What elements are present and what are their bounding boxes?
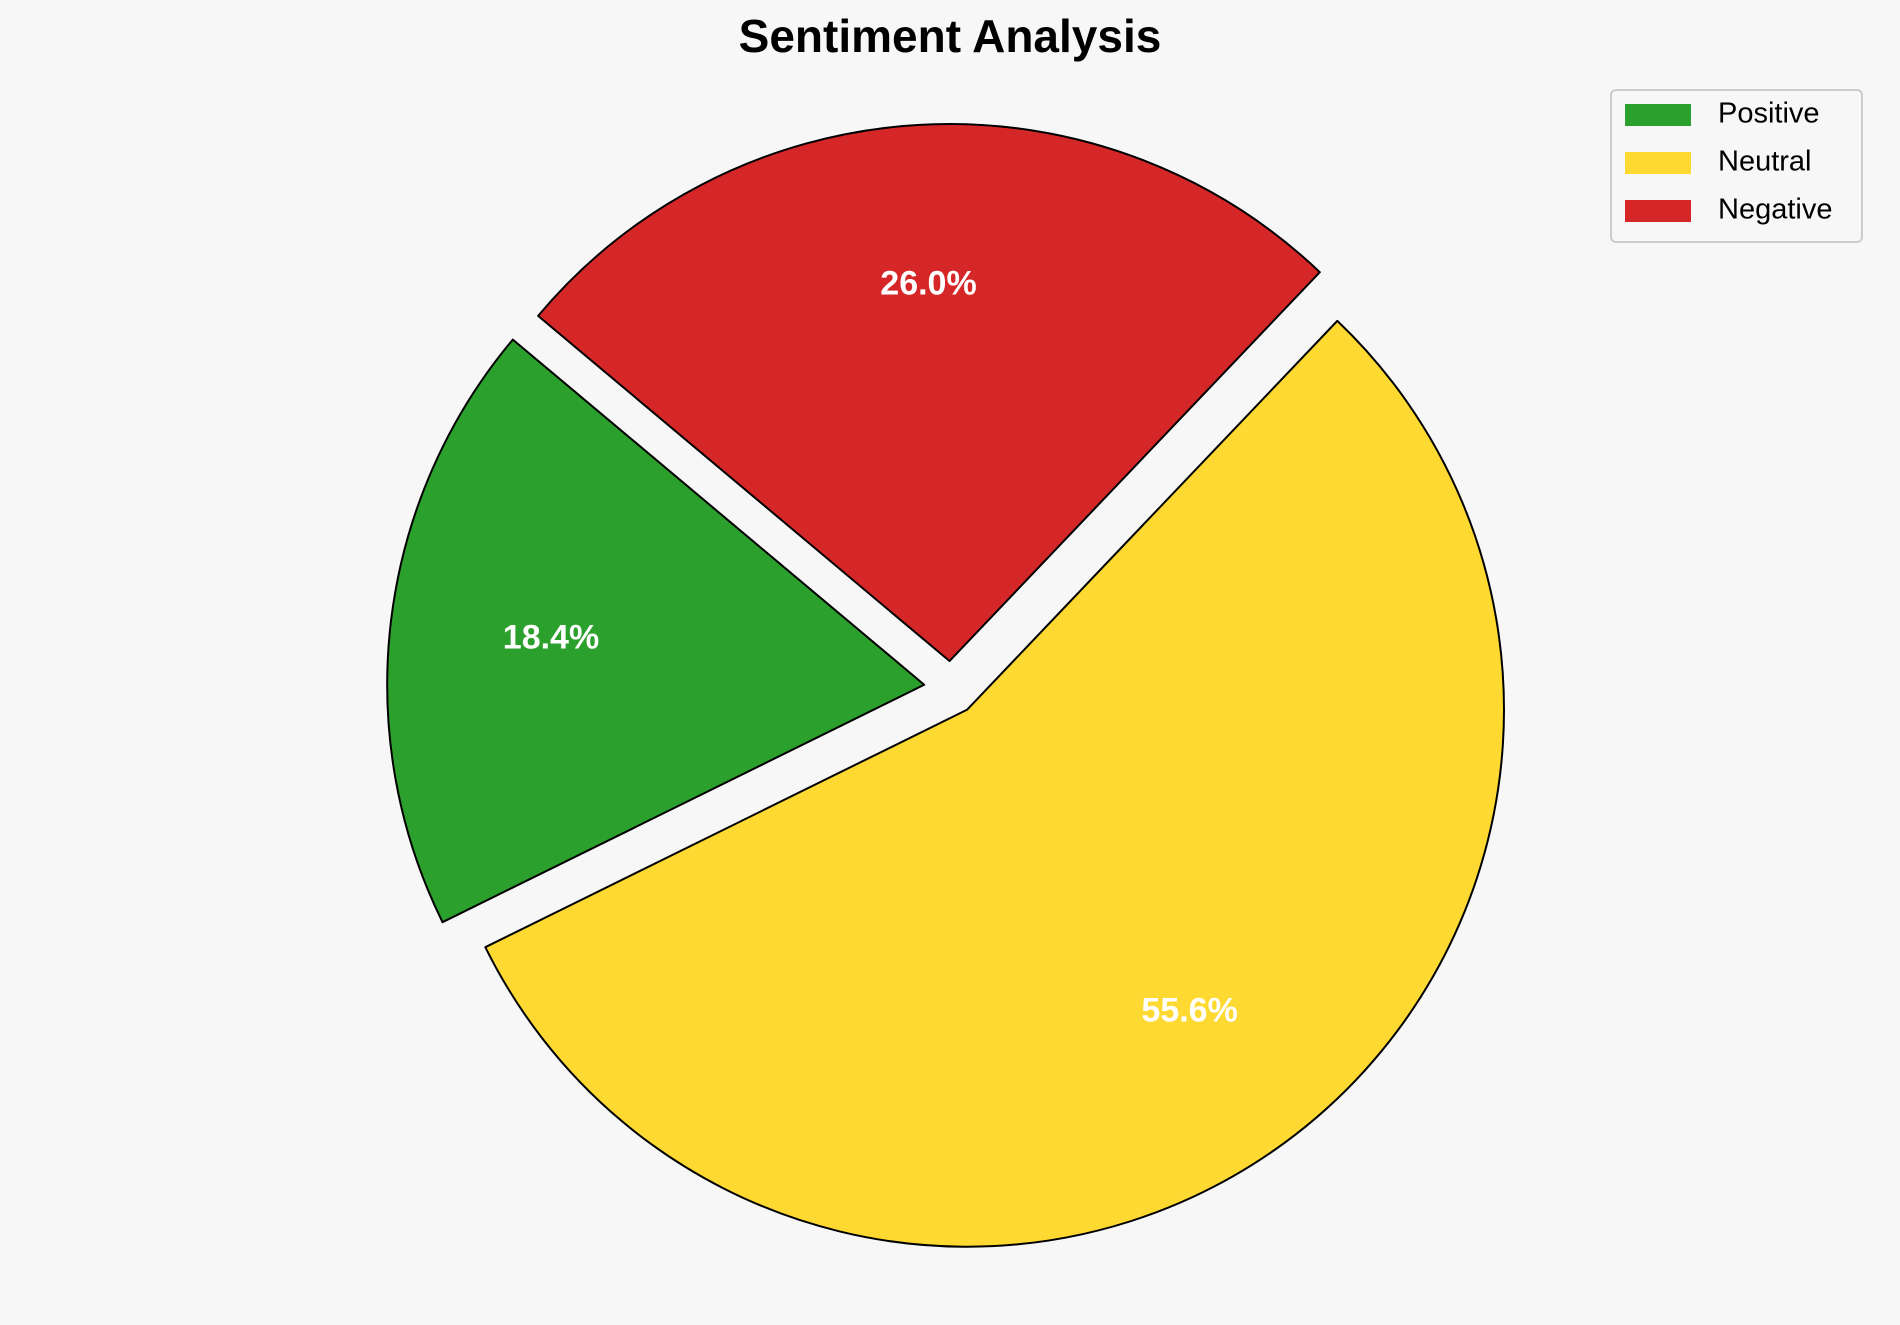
pie-slice [386,338,926,924]
slice-label: 26.0% [880,265,976,303]
slice-label: 55.6% [1141,992,1237,1030]
legend-swatch [1625,152,1691,174]
legend-label: Neutral [1718,146,1812,178]
legend-swatch [1625,104,1691,126]
legend-swatch [1625,200,1691,222]
pie-slice [537,123,1321,663]
chart-title: Sentiment Analysis [739,10,1162,62]
slice-label: 18.4% [503,619,599,657]
legend-label: Positive [1718,98,1820,130]
legend-label: Negative [1718,194,1832,226]
legend: Positive Neutral Negative [1610,89,1863,243]
pie-slice [484,319,1505,1248]
